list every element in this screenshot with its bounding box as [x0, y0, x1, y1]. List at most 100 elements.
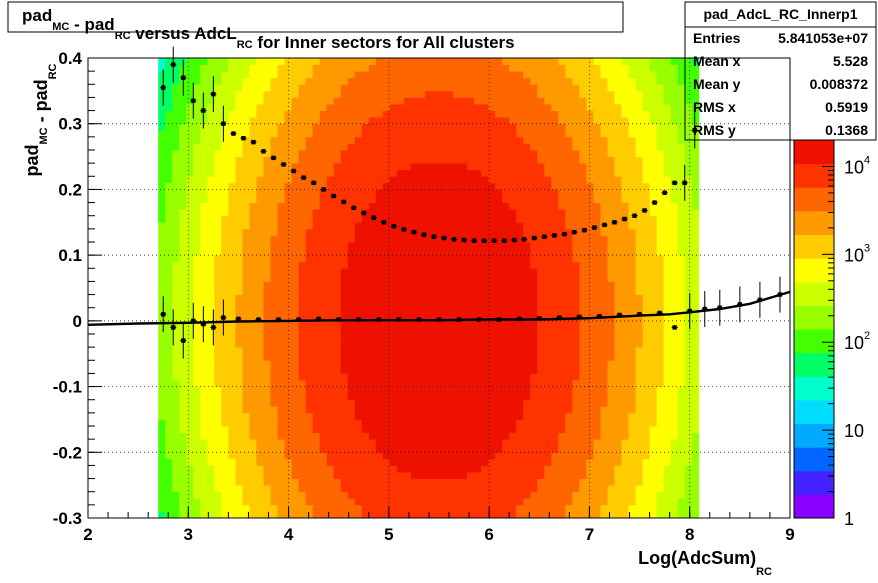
heatmap-cell: [649, 58, 658, 65]
heatmap-cell: [481, 498, 489, 506]
heatmap-cell: [375, 504, 384, 512]
heatmap-cell: [600, 182, 608, 190]
heatmap-cell: [326, 439, 335, 447]
heatmap-cell: [558, 366, 566, 374]
heatmap-cell: [530, 123, 538, 131]
heatmap-cell: [417, 478, 426, 486]
heatmap-cell: [635, 242, 643, 249]
heatmap-cell: [326, 110, 335, 118]
heatmap-cell: [312, 412, 321, 420]
heatmap-cell: [403, 399, 412, 407]
heatmap-cell: [207, 353, 215, 361]
heatmap-cell: [221, 274, 229, 282]
heatmap-cell: [621, 136, 629, 144]
heatmap-cell: [467, 261, 475, 269]
heatmap-cell: [417, 498, 426, 506]
heatmap-cell: [558, 84, 566, 92]
heatmap-cell: [186, 504, 194, 512]
heatmap-cell: [417, 366, 426, 374]
heatmap-cell: [516, 465, 524, 473]
heatmap-cell: [537, 169, 545, 177]
heatmap-cell: [193, 314, 201, 322]
heatmap-cell: [165, 445, 173, 453]
heatmap-cell: [256, 307, 264, 315]
heatmap-cell: [453, 334, 461, 341]
heatmap-cell: [642, 261, 650, 269]
heatmap-cell: [305, 340, 314, 348]
heatmap-cell: [495, 130, 503, 138]
heatmap-cell: [319, 366, 328, 374]
heatmap-cell: [537, 255, 545, 263]
heatmap-cell: [284, 97, 292, 105]
heatmap-cell: [235, 189, 243, 197]
heatmap-cell: [474, 288, 482, 295]
heatmap-cell: [579, 307, 587, 315]
heatmap-cell: [453, 64, 461, 72]
heatmap-cell: [291, 491, 299, 499]
heatmap-cell: [256, 288, 264, 295]
heatmap-cell: [277, 327, 285, 335]
heatmap-cell: [333, 511, 342, 519]
heatmap-cell: [579, 84, 587, 92]
heatmap-cell: [516, 242, 524, 249]
heatmap-cell: [277, 156, 285, 164]
heatmap-cell: [565, 268, 573, 276]
heatmap-cell: [375, 472, 384, 479]
heatmap-cell: [544, 123, 552, 131]
heatmap-cell: [446, 77, 454, 85]
heatmap-cell: [186, 288, 194, 295]
heatmap-cell: [256, 320, 264, 328]
heatmap-cell: [544, 150, 552, 157]
heatmap-cell: [635, 406, 643, 414]
heatmap-cell: [417, 255, 426, 263]
heatmap-cell: [523, 64, 531, 72]
heatmap-cell: [488, 465, 496, 473]
heatmap-cell: [305, 182, 314, 190]
heatmap-cell: [509, 123, 517, 131]
heatmap-cell: [488, 393, 496, 401]
heatmap-cell: [193, 465, 201, 473]
heatmap-cell: [228, 268, 236, 276]
heatmap-cell: [424, 485, 433, 493]
heatmap-cell: [572, 320, 580, 328]
heatmap-cell: [158, 228, 166, 236]
heatmap-cell: [354, 485, 363, 493]
heatmap-cell: [502, 64, 510, 72]
heatmap-cell: [382, 445, 391, 453]
heatmap-cell: [460, 248, 468, 256]
heatmap-cell: [242, 504, 250, 512]
heatmap-cell: [446, 478, 454, 486]
heatmap-cell: [228, 386, 236, 394]
heatmap-cell: [544, 202, 552, 210]
heatmap-cell: [396, 215, 405, 223]
heatmap-cell: [565, 393, 573, 401]
heatmap-cell: [614, 156, 622, 164]
heatmap-cell: [509, 419, 517, 427]
heatmap-cell: [165, 301, 173, 309]
heatmap-cell: [340, 90, 349, 98]
heatmap-cell: [256, 412, 264, 420]
heatmap-cell: [228, 347, 236, 355]
heatmap-cell: [446, 189, 454, 197]
heatmap-cell: [354, 478, 363, 486]
heatmap-cell: [460, 150, 468, 157]
heatmap-cell: [284, 268, 292, 276]
heatmap-cell: [277, 261, 285, 269]
heatmap-cell: [586, 130, 594, 138]
heatmap-cell: [481, 255, 489, 263]
heatmap-cell: [193, 58, 201, 65]
heatmap-cell: [565, 360, 573, 368]
heatmap-cell: [361, 320, 370, 328]
heatmap-cell: [579, 288, 587, 295]
heatmap-cell: [410, 274, 419, 282]
heatmap-cell: [368, 202, 377, 210]
heatmap-cell: [551, 465, 559, 473]
heatmap-cell: [165, 504, 173, 512]
heatmap-cell: [389, 504, 398, 512]
heatmap-cell: [417, 327, 426, 335]
heatmap-cell: [446, 235, 454, 243]
heatmap-cell: [256, 334, 264, 341]
heatmap-cell: [298, 406, 307, 414]
heatmap-cell: [284, 130, 292, 138]
heatmap-cell: [446, 209, 454, 217]
